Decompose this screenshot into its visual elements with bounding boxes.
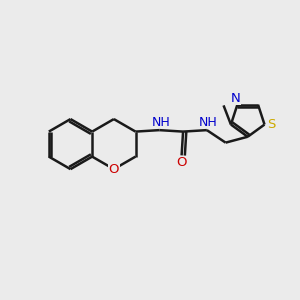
Text: O: O [176,156,186,169]
Text: S: S [267,118,275,131]
Text: N: N [231,92,241,105]
Text: NH: NH [199,116,218,129]
Text: NH: NH [152,116,170,129]
Text: O: O [109,163,119,176]
